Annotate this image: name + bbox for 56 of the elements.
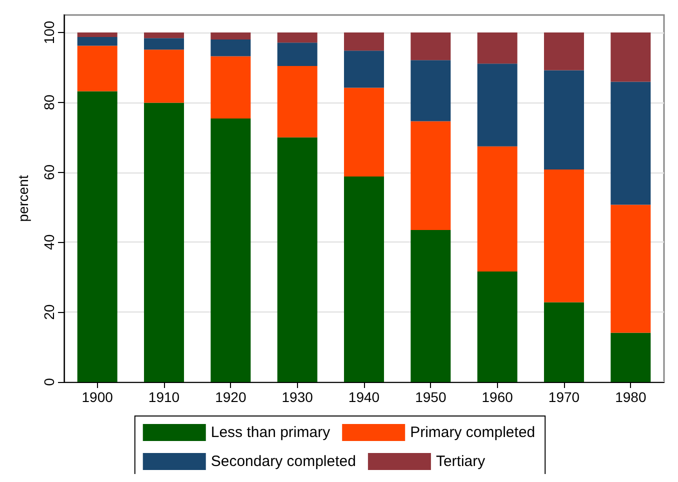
y-axis-title: percent xyxy=(15,175,31,222)
bar xyxy=(410,121,451,230)
bar xyxy=(544,302,584,382)
bar xyxy=(544,169,584,302)
x-tick-label: 1980 xyxy=(615,389,646,405)
legend-label: Tertiary xyxy=(436,453,486,470)
bar xyxy=(77,46,118,92)
x-tick-label: 1900 xyxy=(82,389,114,405)
bar xyxy=(610,82,651,205)
bar xyxy=(344,32,384,51)
bar xyxy=(210,118,251,382)
x-tick-label: 1970 xyxy=(548,389,580,405)
bar xyxy=(144,50,184,103)
legend-label: Less than primary xyxy=(210,424,331,441)
bar xyxy=(477,32,518,64)
x-tick-label: 1910 xyxy=(148,389,180,405)
legend-label: Primary completed xyxy=(410,424,536,441)
bar xyxy=(610,32,651,82)
bar xyxy=(610,204,651,333)
bar xyxy=(77,32,118,38)
bar xyxy=(144,32,184,38)
y-tick-label: 20 xyxy=(41,304,57,320)
x-tick-label: 1920 xyxy=(215,389,246,405)
bar xyxy=(77,37,118,46)
bar xyxy=(410,60,451,122)
bar xyxy=(144,38,184,50)
bar xyxy=(277,32,318,43)
bar xyxy=(277,66,318,138)
bar xyxy=(210,56,251,118)
y-tick-label: 60 xyxy=(41,164,57,180)
bar xyxy=(344,88,384,176)
bar xyxy=(477,146,518,272)
bar xyxy=(410,32,451,60)
bar xyxy=(610,332,651,382)
bar xyxy=(210,39,251,56)
y-tick-label: 100 xyxy=(41,20,57,44)
y-tick-label: 40 xyxy=(41,234,57,250)
bar xyxy=(544,32,584,70)
y-tick-label: 80 xyxy=(41,94,57,110)
bar xyxy=(210,32,251,40)
bar xyxy=(144,102,184,382)
bar xyxy=(344,50,384,88)
bar xyxy=(277,42,318,66)
bar xyxy=(544,70,584,170)
bar xyxy=(77,91,118,382)
x-tick-label: 1930 xyxy=(282,389,314,405)
bar xyxy=(344,176,384,382)
bar xyxy=(277,137,318,382)
y-tick-label: 0 xyxy=(41,378,57,386)
legend-label: Secondary completed xyxy=(210,453,356,470)
bar xyxy=(410,230,451,382)
x-tick-label: 1950 xyxy=(415,389,446,405)
x-tick-label: 1960 xyxy=(482,389,514,405)
bar xyxy=(477,64,518,146)
bar xyxy=(477,272,518,382)
x-tick-label: 1940 xyxy=(348,389,380,405)
